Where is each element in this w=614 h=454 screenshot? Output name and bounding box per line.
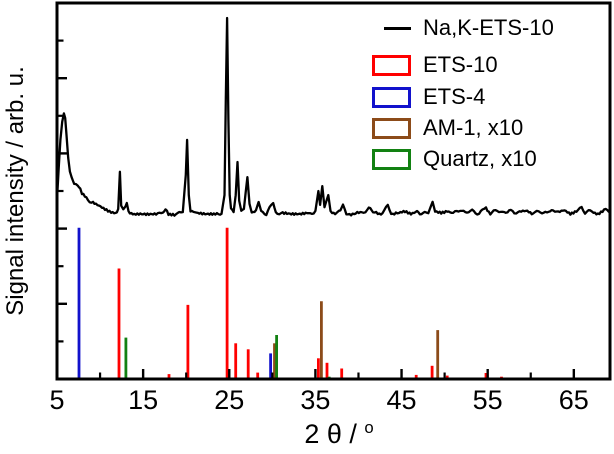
legend-box-swatch bbox=[372, 54, 411, 76]
x-tick-label: 65 bbox=[558, 385, 589, 415]
x-tick-label: 35 bbox=[300, 385, 331, 415]
swatch-slot bbox=[371, 148, 411, 170]
legend-item: ETS-4 bbox=[371, 84, 485, 110]
x-tick-label: 45 bbox=[386, 385, 417, 415]
legend-item: ETS-10 bbox=[371, 52, 498, 78]
swatch-slot bbox=[371, 26, 411, 30]
legend-item-label: AM-1, x10 bbox=[423, 115, 524, 140]
legend-box-swatch bbox=[372, 148, 411, 170]
y-axis-label: Signal intensity / arb. u. bbox=[2, 66, 29, 316]
swatch-slot bbox=[371, 117, 411, 139]
legend-item-label: Na,K-ETS-10 bbox=[423, 15, 554, 40]
legend-item-label: ETS-4 bbox=[423, 84, 486, 109]
legend-box-swatch bbox=[372, 117, 411, 139]
x-tick-label: 55 bbox=[472, 385, 503, 415]
x-tick-label: 25 bbox=[214, 385, 245, 415]
legend-line-swatch bbox=[384, 26, 411, 30]
legend-item: Na,K-ETS-10 bbox=[371, 15, 554, 41]
legend-item-label: ETS-10 bbox=[423, 52, 498, 77]
x-tick-label: 5 bbox=[49, 385, 65, 415]
x-axis-label: 2 θ / o bbox=[254, 418, 424, 450]
x-tick-label: 15 bbox=[128, 385, 159, 415]
swatch-slot bbox=[371, 54, 411, 76]
legend-item: AM-1, x10 bbox=[371, 115, 523, 141]
diffractogram-curve bbox=[56, 16, 610, 217]
legend-item-label: Quartz, x10 bbox=[423, 146, 537, 171]
legend-box-swatch bbox=[372, 86, 411, 108]
legend-item: Quartz, x10 bbox=[371, 146, 537, 172]
degree-symbol: o bbox=[364, 418, 374, 437]
plot-frame bbox=[55, 1, 612, 381]
swatch-slot bbox=[371, 86, 411, 108]
x-axis-label-text: 2 θ / bbox=[304, 419, 365, 449]
